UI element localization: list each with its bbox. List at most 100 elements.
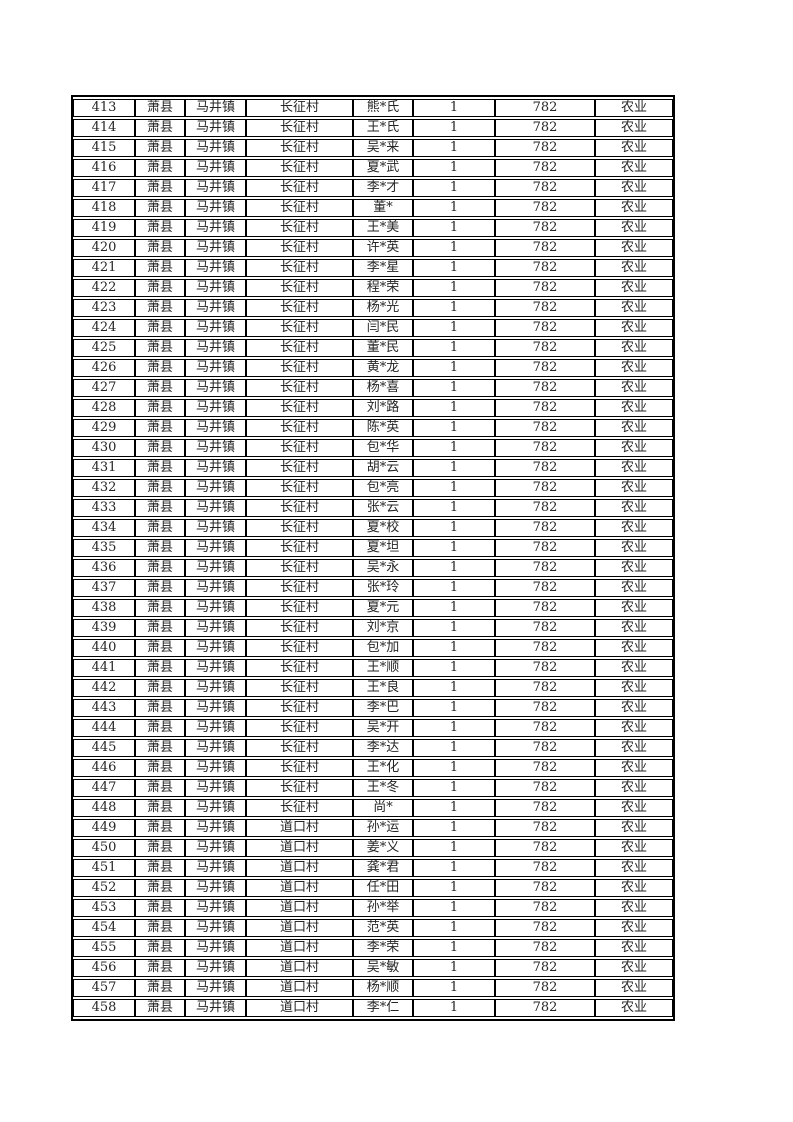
table-cell-count: 1 bbox=[413, 299, 495, 317]
table-cell-count: 1 bbox=[413, 179, 495, 197]
table-cell-town: 马井镇 bbox=[185, 679, 246, 697]
table-cell-count: 1 bbox=[413, 499, 495, 517]
table-cell-category: 农业 bbox=[595, 239, 673, 257]
table-row: 451 萧县 马井镇 道口村 龚*君 1 782 农业 bbox=[73, 859, 673, 877]
table-cell-county: 萧县 bbox=[135, 819, 185, 837]
table-cell-count: 1 bbox=[413, 679, 495, 697]
table-cell-village: 长征村 bbox=[246, 659, 353, 677]
table-cell-town: 马井镇 bbox=[185, 779, 246, 797]
table-cell-village: 长征村 bbox=[246, 539, 353, 557]
table-cell-row-number: 418 bbox=[73, 199, 135, 217]
table-row: 443 萧县 马井镇 长征村 李*巴 1 782 农业 bbox=[73, 699, 673, 717]
table-cell-village: 长征村 bbox=[246, 579, 353, 597]
table-row: 420 萧县 马井镇 长征村 许*英 1 782 农业 bbox=[73, 239, 673, 257]
table-cell-category: 农业 bbox=[595, 599, 673, 617]
table-cell-village: 长征村 bbox=[246, 239, 353, 257]
table-cell-row-number: 450 bbox=[73, 839, 135, 857]
table-cell-town: 马井镇 bbox=[185, 179, 246, 197]
table-cell-town: 马井镇 bbox=[185, 299, 246, 317]
table-cell-name: 包*华 bbox=[353, 439, 413, 457]
table-cell-row-number: 427 bbox=[73, 379, 135, 397]
table-cell-amount: 782 bbox=[495, 679, 595, 697]
table-cell-village: 长征村 bbox=[246, 379, 353, 397]
table-row: 429 萧县 马井镇 长征村 陈*英 1 782 农业 bbox=[73, 419, 673, 437]
table-cell-count: 1 bbox=[413, 959, 495, 977]
table-row: 453 萧县 马井镇 道口村 孙*举 1 782 农业 bbox=[73, 899, 673, 917]
table-cell-count: 1 bbox=[413, 519, 495, 537]
table-cell-county: 萧县 bbox=[135, 879, 185, 897]
table-cell-county: 萧县 bbox=[135, 379, 185, 397]
table-cell-category: 农业 bbox=[595, 899, 673, 917]
table-cell-name: 龚*君 bbox=[353, 859, 413, 877]
table-cell-name: 刘*路 bbox=[353, 399, 413, 417]
table-cell-count: 1 bbox=[413, 419, 495, 437]
table-cell-row-number: 426 bbox=[73, 359, 135, 377]
table-cell-county: 萧县 bbox=[135, 799, 185, 817]
table-cell-row-number: 422 bbox=[73, 279, 135, 297]
table-cell-name: 包*加 bbox=[353, 639, 413, 657]
table-cell-town: 马井镇 bbox=[185, 599, 246, 617]
table-cell-name: 夏*校 bbox=[353, 519, 413, 537]
table-cell-count: 1 bbox=[413, 819, 495, 837]
table-cell-category: 农业 bbox=[595, 759, 673, 777]
table-cell-amount: 782 bbox=[495, 819, 595, 837]
table-cell-row-number: 441 bbox=[73, 659, 135, 677]
table-row: 450 萧县 马井镇 道口村 姜*义 1 782 农业 bbox=[73, 839, 673, 857]
table-cell-amount: 782 bbox=[495, 919, 595, 937]
table-cell-village: 长征村 bbox=[246, 499, 353, 517]
table-cell-town: 马井镇 bbox=[185, 279, 246, 297]
table-cell-amount: 782 bbox=[495, 519, 595, 537]
table-row: 424 萧县 马井镇 长征村 闫*民 1 782 农业 bbox=[73, 319, 673, 337]
table-cell-row-number: 440 bbox=[73, 639, 135, 657]
table-cell-town: 马井镇 bbox=[185, 719, 246, 737]
table-cell-category: 农业 bbox=[595, 519, 673, 537]
table-cell-county: 萧县 bbox=[135, 479, 185, 497]
table-body: 413 萧县 马井镇 长征村 熊*氏 1 782 农业 414 萧县 马井镇 长征村 王*氏 1 782 农业… bbox=[73, 99, 673, 1017]
table-cell-row-number: 453 bbox=[73, 899, 135, 917]
table-cell-county: 萧县 bbox=[135, 359, 185, 377]
table-cell-category: 农业 bbox=[595, 719, 673, 737]
table-cell-town: 马井镇 bbox=[185, 999, 246, 1017]
table-cell-village: 长征村 bbox=[246, 719, 353, 737]
table-row: 430 萧县 马井镇 长征村 包*华 1 782 农业 bbox=[73, 439, 673, 457]
table-cell-village: 长征村 bbox=[246, 159, 353, 177]
table-cell-amount: 782 bbox=[495, 999, 595, 1017]
table-cell-county: 萧县 bbox=[135, 639, 185, 657]
table-cell-county: 萧县 bbox=[135, 739, 185, 757]
table-cell-town: 马井镇 bbox=[185, 659, 246, 677]
table-cell-county: 萧县 bbox=[135, 399, 185, 417]
table-cell-county: 萧县 bbox=[135, 859, 185, 877]
table-cell-count: 1 bbox=[413, 439, 495, 457]
table-cell-county: 萧县 bbox=[135, 579, 185, 597]
table-cell-county: 萧县 bbox=[135, 259, 185, 277]
table-cell-village: 道口村 bbox=[246, 959, 353, 977]
table-cell-amount: 782 bbox=[495, 539, 595, 557]
table-cell-town: 马井镇 bbox=[185, 499, 246, 517]
table-cell-town: 马井镇 bbox=[185, 739, 246, 757]
table-cell-amount: 782 bbox=[495, 419, 595, 437]
table-cell-row-number: 417 bbox=[73, 179, 135, 197]
table-cell-category: 农业 bbox=[595, 699, 673, 717]
table-cell-name: 姜*义 bbox=[353, 839, 413, 857]
table-cell-county: 萧县 bbox=[135, 279, 185, 297]
table-cell-village: 长征村 bbox=[246, 259, 353, 277]
table-cell-village: 长征村 bbox=[246, 359, 353, 377]
table-cell-town: 马井镇 bbox=[185, 239, 246, 257]
table-cell-category: 农业 bbox=[595, 139, 673, 157]
table-cell-category: 农业 bbox=[595, 119, 673, 137]
table-cell-town: 马井镇 bbox=[185, 959, 246, 977]
table-cell-category: 农业 bbox=[595, 819, 673, 837]
table-cell-amount: 782 bbox=[495, 179, 595, 197]
table-cell-row-number: 430 bbox=[73, 439, 135, 457]
table-cell-category: 农业 bbox=[595, 179, 673, 197]
table-cell-category: 农业 bbox=[595, 839, 673, 857]
table-cell-count: 1 bbox=[413, 979, 495, 997]
table-cell-village: 长征村 bbox=[246, 119, 353, 137]
table-cell-county: 萧县 bbox=[135, 499, 185, 517]
table-cell-name: 熊*氏 bbox=[353, 99, 413, 117]
table-cell-town: 马井镇 bbox=[185, 319, 246, 337]
table-cell-category: 农业 bbox=[595, 559, 673, 577]
table-cell-county: 萧县 bbox=[135, 539, 185, 557]
table-cell-town: 马井镇 bbox=[185, 219, 246, 237]
table-cell-category: 农业 bbox=[595, 659, 673, 677]
